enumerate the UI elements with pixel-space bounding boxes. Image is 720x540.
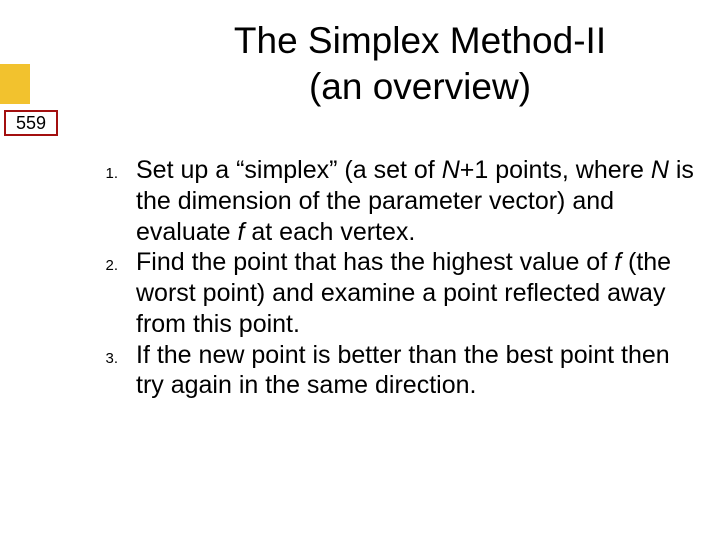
list-item-number: 2.	[78, 247, 136, 274]
text-run: If the new point is better than the best…	[136, 341, 670, 400]
list-item: 3.If the new point is better than the be…	[78, 340, 694, 402]
slide-title: The Simplex Method-II (an overview)	[150, 18, 690, 111]
text-run: +1 points, where	[460, 156, 651, 184]
title-line-2: (an overview)	[150, 64, 690, 110]
title-line-1: The Simplex Method-II	[150, 18, 690, 64]
list-item: 1.Set up a “simplex” (a set of N+1 point…	[78, 155, 694, 247]
italic-run: N	[442, 156, 460, 184]
list-item-body: If the new point is better than the best…	[136, 340, 694, 402]
page-number: 559	[16, 113, 46, 134]
list-item-body: Find the point that has the highest valu…	[136, 247, 694, 339]
list-item-number: 3.	[78, 340, 136, 367]
list-item-number: 1.	[78, 155, 136, 182]
list-item-body: Set up a “simplex” (a set of N+1 points,…	[136, 155, 694, 247]
badge-accent	[0, 64, 30, 104]
slide: 559 The Simplex Method-II (an overview) …	[0, 0, 720, 540]
italic-run: N	[651, 156, 669, 184]
text-run: at each vertex.	[244, 218, 415, 246]
list-item: 2.Find the point that has the highest va…	[78, 247, 694, 339]
text-run: Find the point that has the highest valu…	[136, 248, 614, 276]
numbered-list: 1.Set up a “simplex” (a set of N+1 point…	[78, 155, 694, 401]
page-number-badge: 559	[4, 110, 58, 136]
text-run: Set up a “simplex” (a set of	[136, 156, 442, 184]
